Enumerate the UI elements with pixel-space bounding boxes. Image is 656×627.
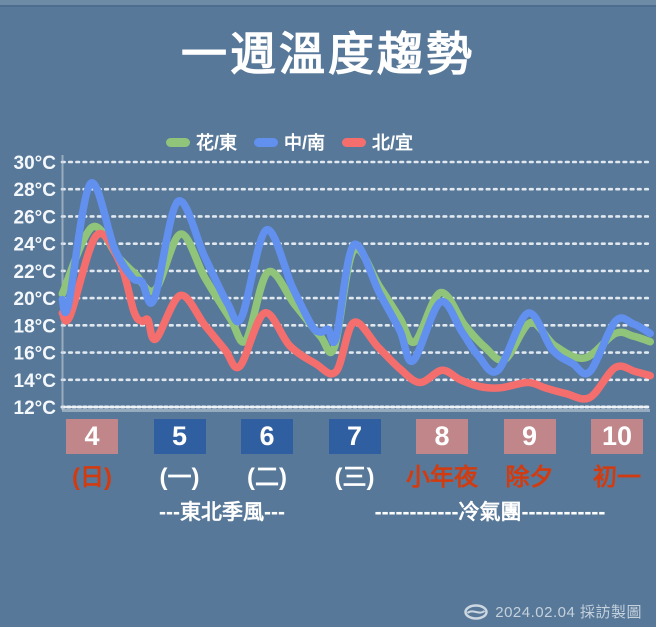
- legend-swatch-icon: [342, 137, 367, 147]
- weekday-label-8: 小年夜: [406, 464, 478, 491]
- date-box-7: 7: [328, 419, 381, 454]
- date-box-5: 5: [153, 419, 206, 454]
- weekday-label-9: 除夕: [505, 464, 554, 491]
- series-line-中/南: [58, 179, 655, 378]
- weekday-label-6: (二): [247, 464, 287, 491]
- date-box-10: 10: [591, 419, 643, 454]
- legend-item-1: 花/東: [166, 129, 237, 155]
- credit-line: 2024.02.04 採訪製圖: [464, 601, 642, 622]
- weekday-label-10: 初一: [593, 464, 641, 491]
- y-axis-label-24: 24°C: [14, 235, 57, 256]
- y-axis-label-30: 30°C: [14, 153, 57, 174]
- legend-item-3: 北/宜: [342, 129, 413, 155]
- legend-swatch-icon: [254, 137, 279, 147]
- y-axis-label-18: 18°C: [14, 316, 57, 337]
- page-title: 一週溫度趨勢: [181, 28, 475, 80]
- annotation-cold-air-mass: ------------冷氣團------------: [374, 501, 606, 524]
- y-axis-label-12: 12°C: [14, 398, 57, 419]
- y-axis-label-28: 28°C: [14, 180, 57, 201]
- date-box-4: 4: [66, 419, 118, 454]
- weekday-label-4: (日): [72, 464, 112, 491]
- series-line-北/宜: [58, 229, 655, 403]
- annotation-northeast-monsoon: ---東北季風---: [159, 501, 285, 524]
- news-outlet-eye-logo: [464, 603, 488, 620]
- date-box-9: 9: [503, 419, 556, 454]
- date-box-8: 8: [416, 419, 468, 454]
- y-axis-label-16: 16°C: [14, 344, 57, 365]
- y-axis-label-22: 22°C: [14, 262, 57, 283]
- legend-label: 花/東: [196, 133, 238, 153]
- y-axis-label-26: 26°C: [14, 207, 57, 228]
- legend-label: 中/南: [284, 133, 326, 153]
- credit-text: 2024.02.04 採訪製圖: [495, 604, 642, 621]
- top-band: [0, 0, 656, 7]
- y-axis-label-14: 14°C: [14, 371, 57, 392]
- y-axis-label-20: 20°C: [14, 289, 57, 310]
- legend-label: 北/宜: [372, 133, 414, 153]
- legend-item-2: 中/南: [254, 129, 325, 155]
- legend-swatch-icon: [166, 137, 190, 147]
- date-box-6: 6: [241, 419, 293, 454]
- weekday-label-7: (三): [334, 464, 375, 491]
- chart-legend: 花/東 中/南 北/宜: [166, 129, 413, 155]
- weekday-label-5: (一): [159, 464, 200, 491]
